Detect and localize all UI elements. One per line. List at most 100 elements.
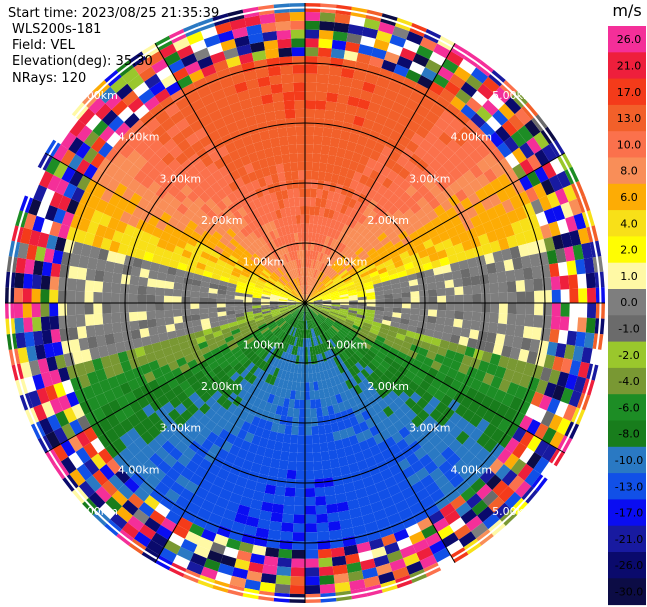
range-gate-cell	[480, 312, 491, 323]
range-gate-cell	[180, 104, 195, 118]
range-gate-cell	[312, 278, 318, 288]
range-gate-cell	[90, 453, 107, 470]
range-gate-cell	[287, 460, 297, 471]
range-gate-cell	[254, 187, 264, 199]
range-gate-cell	[256, 379, 265, 390]
range-gate-cell	[342, 536, 357, 548]
range-gate-cell	[412, 375, 424, 386]
range-gate-cell	[392, 307, 402, 314]
range-gate-cell	[236, 504, 251, 517]
range-gate-cell	[182, 314, 192, 323]
range-gate-cell	[282, 379, 289, 390]
range-gate-cell	[269, 323, 278, 331]
range-gate-cell	[50, 328, 61, 344]
range-gate-cell	[258, 236, 267, 246]
range-gate-cell	[363, 575, 381, 588]
range-gate-cell	[155, 279, 166, 289]
range-gate-cell	[252, 344, 262, 353]
range-gate-cell	[416, 546, 434, 561]
range-gate-cell	[355, 106, 368, 119]
range-gate-cell	[252, 490, 265, 502]
range-gate-cell	[339, 306, 349, 310]
range-gate-cell	[526, 350, 539, 365]
range-gate-cell	[460, 327, 471, 338]
range-gate-cell	[305, 364, 309, 374]
range-gate-cell	[184, 326, 195, 335]
range-gate-cell	[314, 251, 319, 261]
range-gate-cell	[469, 236, 482, 249]
range-gate-cell	[181, 509, 197, 524]
range-gate-cell	[292, 179, 299, 189]
range-gate-cell	[447, 341, 459, 353]
range-gate-cell	[523, 362, 536, 377]
range-gate-cell	[428, 303, 438, 310]
range-gate-cell	[444, 80, 461, 96]
range-gate-cell	[75, 290, 85, 303]
range-gate-cell	[417, 347, 429, 357]
range-gate-cell	[338, 312, 348, 317]
range-gate-cell	[275, 575, 291, 585]
range-gate-cell	[375, 563, 393, 576]
range-gate-cell	[337, 373, 346, 384]
range-gate-cell	[106, 413, 120, 428]
range-gate-cell	[419, 290, 429, 297]
range-gate-cell	[210, 347, 221, 356]
range-gate-cell	[307, 267, 311, 277]
range-gate-cell	[266, 439, 276, 450]
range-gate-cell	[332, 323, 341, 331]
range-gate-cell	[278, 341, 285, 351]
range-gate-cell	[199, 291, 209, 298]
range-gate-cell	[451, 326, 462, 337]
range-gate-cell	[234, 295, 244, 300]
range-gate-cell	[393, 303, 403, 309]
range-gate-cell	[308, 364, 313, 374]
range-gate-cell	[83, 130, 100, 148]
range-gate-cell	[337, 287, 347, 293]
range-gate-cell	[70, 376, 83, 392]
range-gate-cell	[215, 21, 232, 35]
range-gate-cell	[222, 232, 233, 242]
range-gate-cell	[195, 386, 207, 398]
range-gate-cell	[229, 101, 243, 114]
range-gate-cell	[364, 521, 379, 534]
range-gate-cell	[52, 144, 69, 162]
range-gate-cell	[271, 503, 284, 514]
range-gate-cell	[243, 402, 253, 414]
range-gate-cell	[455, 175, 470, 189]
range-gate-cell	[142, 403, 156, 418]
range-gate-cell	[419, 303, 429, 310]
range-gate-cell	[187, 359, 199, 370]
range-gate-cell	[305, 373, 310, 383]
range-gate-cell	[319, 312, 328, 319]
range-gate-cell	[297, 161, 305, 171]
range-gate-cell	[236, 230, 246, 241]
range-gate-cell	[264, 420, 274, 431]
range-gate-cell	[176, 356, 188, 368]
range-gate-cell	[123, 224, 136, 237]
range-gate-cell	[286, 215, 293, 226]
range-gate-cell	[234, 309, 244, 315]
range-gate-cell	[411, 403, 424, 416]
range-gate-cell	[189, 344, 201, 354]
range-gate-cell	[111, 206, 125, 221]
range-gate-cell	[116, 506, 133, 523]
range-gate-cell	[66, 303, 76, 316]
range-gate-cell	[293, 309, 300, 317]
range-gate-cell	[89, 347, 101, 361]
range-gate-cell	[280, 370, 287, 380]
range-gate-cell	[208, 360, 220, 371]
range-gate-cell	[93, 303, 103, 315]
range-gate-cell	[171, 460, 186, 475]
range-gate-cell	[438, 230, 451, 242]
range-gate-cell	[227, 392, 238, 403]
range-gate-cell	[202, 214, 214, 226]
range-gate-cell	[344, 369, 354, 380]
range-gate-cell	[282, 263, 289, 273]
range-gate-cell	[120, 233, 133, 246]
range-gate-cell	[23, 317, 33, 333]
range-gate-cell	[245, 261, 256, 270]
range-gate-cell	[318, 286, 327, 293]
range-gate-cell	[111, 322, 122, 334]
range-gate-cell	[222, 206, 233, 218]
range-gate-cell	[449, 473, 465, 489]
